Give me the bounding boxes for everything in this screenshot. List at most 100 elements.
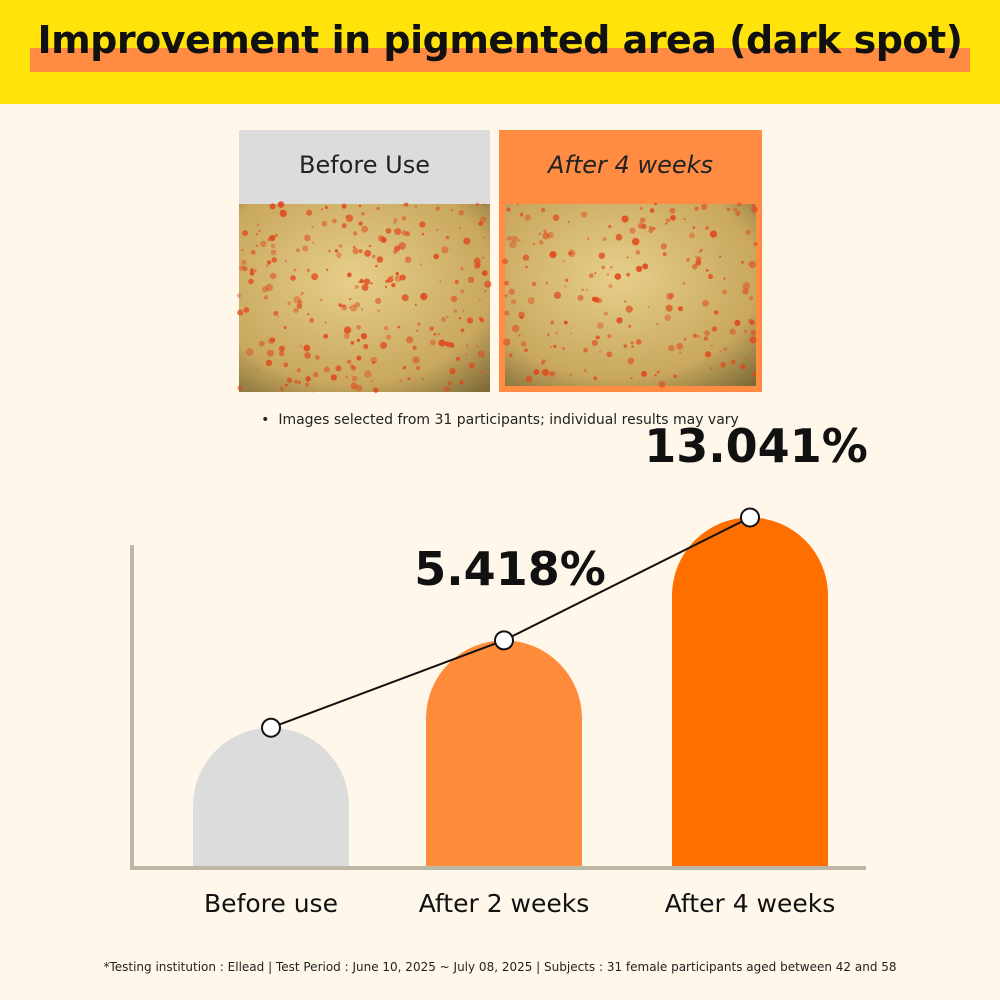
spot: [631, 345, 634, 348]
spot: [703, 336, 709, 341]
spot: [401, 230, 408, 236]
spot: [569, 251, 573, 255]
spot: [438, 339, 446, 347]
spot: [545, 281, 549, 285]
spot: [748, 318, 753, 324]
spot: [466, 317, 474, 324]
spot: [519, 315, 524, 320]
spot: [237, 309, 244, 316]
x-tick-label: Before use: [204, 889, 338, 918]
spot: [341, 304, 348, 311]
spot: [280, 209, 283, 213]
spot: [296, 368, 302, 373]
spot: [635, 265, 643, 273]
spot: [404, 256, 412, 263]
spot: [720, 361, 727, 368]
spot: [403, 365, 407, 369]
spot: [711, 326, 718, 332]
spot: [361, 225, 369, 233]
spot: [284, 260, 287, 263]
spot: [567, 221, 570, 224]
spot: [503, 338, 511, 346]
spot: [401, 294, 409, 302]
spot: [547, 333, 550, 336]
spot: [370, 356, 378, 364]
spot: [349, 298, 352, 301]
spot: [279, 209, 287, 218]
spot: [541, 362, 544, 366]
spot: [626, 256, 629, 259]
spot: [550, 346, 553, 349]
spot: [287, 301, 291, 305]
spot: [708, 274, 714, 280]
spot: [591, 339, 598, 347]
spot: [306, 268, 311, 273]
spot: [279, 351, 285, 357]
spot: [683, 218, 686, 221]
spot: [555, 331, 559, 335]
spot: [405, 231, 411, 237]
spot: [624, 300, 627, 303]
spot: [306, 209, 313, 216]
spot: [565, 278, 569, 282]
spot: [414, 303, 417, 306]
spot: [504, 294, 508, 298]
spot: [563, 320, 568, 325]
spot: [467, 276, 475, 284]
spot: [630, 341, 634, 345]
spot: [615, 233, 623, 241]
spot: [608, 224, 612, 229]
spot: [694, 206, 699, 211]
spot: [305, 382, 310, 387]
spot: [747, 358, 750, 361]
spot: [525, 375, 533, 383]
spot: [639, 207, 643, 210]
spot: [630, 376, 633, 380]
spot: [305, 376, 311, 382]
spot: [504, 310, 510, 316]
spot: [598, 252, 606, 260]
spot: [479, 317, 485, 323]
value-label: 5.418%: [414, 542, 606, 596]
spot: [358, 249, 363, 254]
spot: [269, 234, 276, 242]
spot: [265, 283, 273, 292]
bar: [193, 727, 349, 866]
spot: [350, 365, 357, 371]
spot: [733, 207, 738, 212]
spot: [683, 337, 687, 341]
spot: [665, 218, 671, 223]
spot: [458, 227, 462, 230]
spot: [433, 253, 440, 260]
spot: [261, 286, 268, 293]
spot: [749, 296, 754, 301]
spot: [375, 297, 382, 305]
spot: [343, 326, 352, 334]
spot: [694, 255, 697, 258]
spot: [550, 321, 554, 325]
spot: [341, 223, 347, 229]
spot: [729, 328, 736, 335]
spot: [465, 344, 469, 347]
spot: [446, 316, 449, 318]
spot: [610, 266, 613, 269]
spot: [445, 235, 450, 240]
spot: [602, 237, 607, 242]
spot: [664, 222, 668, 225]
spot: [508, 288, 515, 295]
spot: [236, 293, 242, 298]
spot: [249, 268, 254, 272]
spot: [480, 370, 484, 374]
spot: [335, 365, 342, 372]
spot: [437, 333, 440, 336]
spot: [594, 272, 597, 275]
spot: [370, 380, 373, 383]
spot: [352, 245, 356, 249]
spot: [593, 296, 600, 303]
spot: [296, 303, 303, 310]
spot: [648, 228, 654, 234]
spot: [338, 303, 343, 308]
spot: [702, 299, 710, 307]
spot: [581, 211, 587, 218]
spot: [468, 362, 475, 369]
